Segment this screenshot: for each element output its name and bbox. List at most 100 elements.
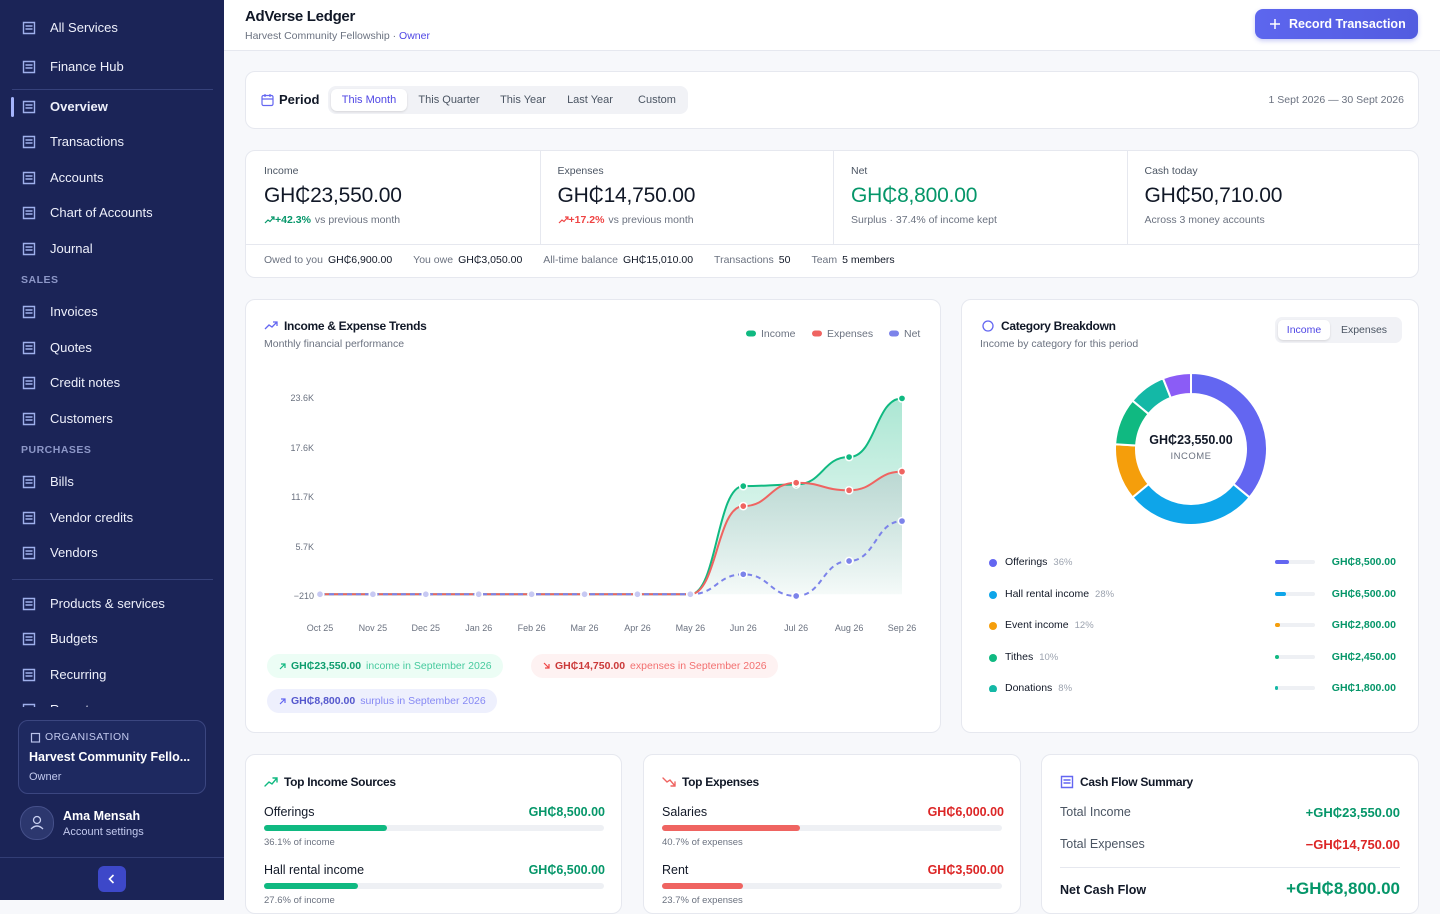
row-name: Hall rental income [264,863,365,877]
period-label: Period [279,92,320,107]
nav-item[interactable]: Bills [50,474,74,489]
legend-swatch [746,330,756,337]
stat: All-time balance GH₵15,010.00 [543,254,693,266]
nav-item[interactable]: Customers [50,411,113,426]
record-transaction-button[interactable]: Record Transaction [1255,9,1418,39]
nav-item[interactable]: Accounts [50,170,104,185]
nav-item[interactable]: Finance Hub [50,59,124,74]
period-tab[interactable]: Custom [638,94,676,106]
nav-item[interactable]: Vendor credits [50,510,134,525]
header-subtitle: Harvest Community Fellowship · Owner [245,30,430,42]
icon [22,341,36,355]
chip-arrow [543,662,550,669]
title-icon [982,320,994,332]
nav-item[interactable]: Transactions [50,134,124,149]
top-income-card: Top Income Sources Offerings GH₵8,500.00 36… [245,754,622,914]
period-tab[interactable]: This Month [331,89,407,111]
category-percent: 12% [1074,620,1094,632]
x-tick-label: Jun 26 [730,623,757,633]
period-tab[interactable]: This Year [500,94,546,106]
category-name: Offerings [1005,556,1048,568]
avatar[interactable] [20,806,54,840]
data-point [897,394,907,403]
row-name: Rent [662,863,689,877]
kpi-value: GH₵8,800.00 [851,184,978,207]
category-tab[interactable]: Expenses [1340,324,1388,336]
icon-path [22,341,36,355]
chip-arrow [279,663,286,670]
data-point [844,556,854,566]
nav-item[interactable]: Chart of Accounts [50,205,153,220]
kpi-card: Income GH₵23,550.00 +42.3% vs previous mont… [245,150,1420,278]
kpi-label: Net [851,165,868,177]
nav-item[interactable]: Recurring [50,667,107,682]
nav-item[interactable]: All Services [50,20,118,35]
chart-title: Category Breakdown [1001,319,1116,333]
period-tab[interactable]: This Quarter [418,94,480,106]
nav-item[interactable]: Credit notes [50,375,121,390]
nav-item[interactable]: Vendors [50,545,98,560]
mini-bar [1275,686,1279,691]
stat-value: GH₵15,010.00 [623,254,694,266]
nav-item[interactable]: Journal [50,241,93,256]
category-tab[interactable]: Income [1278,320,1330,340]
period-card: Period This Month This Quarter This Year La… [245,71,1419,129]
cash-value: +GH₵23,550.00 [1305,805,1400,820]
legend-dot [989,653,997,662]
icon [22,100,36,114]
bar-track [264,825,604,831]
x-tick-label: May 26 [676,623,706,633]
row-note: 23.7% of expenses [662,895,743,906]
row-note: 27.6% of income [264,895,335,906]
category-name: Donations [1005,682,1053,692]
chip-icon [543,662,550,669]
nav-item[interactable]: Overview [50,99,108,114]
data-point [421,589,431,599]
data-point [897,516,907,526]
divider [1060,867,1400,868]
series-line [320,520,903,598]
data-point [738,481,748,491]
icon [22,703,36,707]
mini-track [1275,591,1315,596]
legend-label: Tithes 10% [1005,651,1058,663]
trend-chart: Income & Expense Trends Monthly financial… [264,319,920,633]
button-label: Record Transaction [1289,17,1406,31]
collapse-button[interactable] [98,866,126,892]
nav-item[interactable]: Quotes [50,340,92,355]
data-point [844,452,854,462]
calendar-icon [261,94,274,107]
user-name[interactable]: Ama Mensah [63,809,141,823]
data-point [474,589,484,599]
period-tab[interactable]: Last Year [567,94,613,106]
icon [22,632,36,646]
sidebar: All Services Finance Hub Overview Transacti… [0,0,224,900]
icon-path [22,21,36,35]
x-tick-label: Jan 26 [465,623,492,633]
legend-swatch [812,330,822,337]
account-settings[interactable]: Account settings [63,826,144,838]
divider [12,89,213,90]
chip-text: surplus in September 2026 [360,695,486,707]
icon [22,546,36,560]
series-area [320,471,902,595]
kpi-note-text: Across 3 money accounts [1144,214,1265,226]
nav-item[interactable]: Reports [50,702,96,707]
x-tick-label: Sep 26 [888,623,917,633]
cash-value: −GH₵14,750.00 [1305,837,1400,852]
org-card[interactable]: ORGANISATION Harvest Community Fello... … [18,720,206,794]
chip-icon [279,663,286,670]
plus-icon [1270,19,1280,29]
legend-swatch [889,330,899,337]
nav-item[interactable]: Invoices [50,304,98,319]
card-title: Top Income Sources [284,775,396,789]
mini-track [1275,654,1315,659]
category-amount: GH₵6,500.00 [1331,587,1396,600]
x-tick-label: Jul 26 [784,623,808,633]
category-name: Hall rental income [1005,587,1090,600]
chart-title: Income & Expense Trends [284,319,427,333]
nav-item[interactable]: Budgets [50,631,98,646]
nav-item[interactable]: Products & services [50,596,165,611]
data-point [580,589,589,599]
